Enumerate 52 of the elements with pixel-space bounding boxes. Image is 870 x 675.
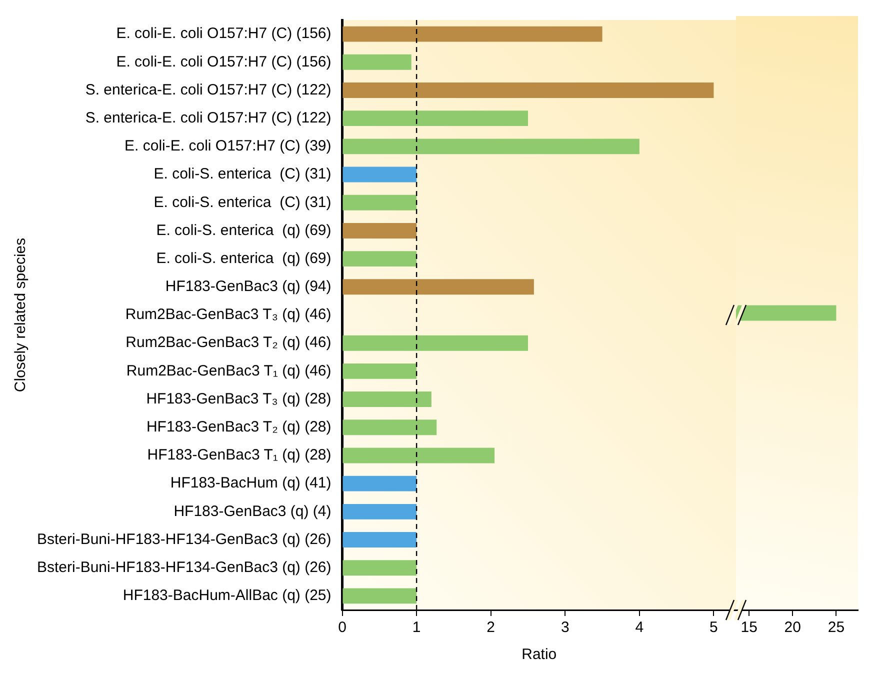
y-tick-label: E. coli-S. enterica (q) (69) [156,250,332,267]
y-tick-label: HF183-GenBac3 (q) (94) [165,278,332,296]
x-tick-label: 4 [635,619,644,636]
y-tick-label: Rum2Bac-GenBac3 T₃ (q) (46) [125,306,332,324]
bar [342,392,432,408]
bar [342,222,417,238]
x-tick-label: 15 [740,619,758,636]
y-tick-label: E. coli-S. enterica (q) (69) [156,222,332,239]
y-tick-label: E. coli-S. enterica (C) (31) [154,194,332,211]
y-axis-title: Closely related species [12,238,30,392]
y-tick-label: S. enterica-E. coli O157:H7 (C) (122) [85,81,332,98]
y-tick-label: S. enterica-E. coli O157:H7 (C) (122) [85,109,332,126]
y-tick-label: E. coli-S. enterica (C) (31) [154,166,332,183]
y-tick-label: Bsteri-Buni-HF183-HF134-GenBac3 (q) (26) [36,559,332,576]
bar [342,363,417,379]
bar [342,194,417,210]
y-tick-label: HF183-GenBac3 (q) (4) [174,502,332,520]
bar [342,532,417,548]
bar [342,448,495,464]
bar [342,279,534,295]
y-tick-label: HF183-GenBac3 T₁ (q) (28) [147,446,332,464]
x-tick-label: 2 [486,619,496,636]
x-tick-label: 5 [710,619,718,636]
y-tick-label: Rum2Bac-GenBac3 T₂ (q) (46) [126,334,332,352]
x-tick-label: 20 [784,619,801,636]
bar [342,251,417,267]
bar [342,82,714,98]
bar [342,138,640,154]
bar [342,504,417,520]
y-tick-label: E. coli-E. coli O157:H7 (C) (39) [124,138,332,155]
bar [342,335,528,351]
bar [342,588,417,604]
bar [342,476,417,492]
y-tick-label: Rum2Bac-GenBac3 T₁ (q) (46) [126,362,332,380]
bar [342,54,412,70]
bar [342,166,417,182]
x-tick-label: 25 [828,619,845,636]
y-tick-label: E. coli-E. coli O157:H7 (C) (156) [116,25,332,42]
x-axis-title: Ratio [522,646,557,664]
y-tick-label: HF183-BacHum (q) (41) [170,474,332,492]
y-tick-label: HF183-GenBac3 T₃ (q) (28) [146,390,332,408]
x-tick-label: 3 [560,619,570,636]
y-tick-label: E. coli-E. coli O157:H7 (C) (156) [116,53,332,70]
bar [342,560,417,576]
bar [342,110,528,126]
bar [342,26,602,42]
y-tick-label: Bsteri-Buni-HF183-HF134-GenBac3 (q) (26) [36,530,332,548]
bar [342,420,437,436]
y-tick-label: HF183-BacHum-AllBac (q) (25) [122,587,332,604]
y-tick-label: HF183-GenBac3 T₂ (q) (28) [146,418,332,436]
x-tick-label: 0 [338,619,346,636]
x-tick-label: 1 [412,619,421,636]
